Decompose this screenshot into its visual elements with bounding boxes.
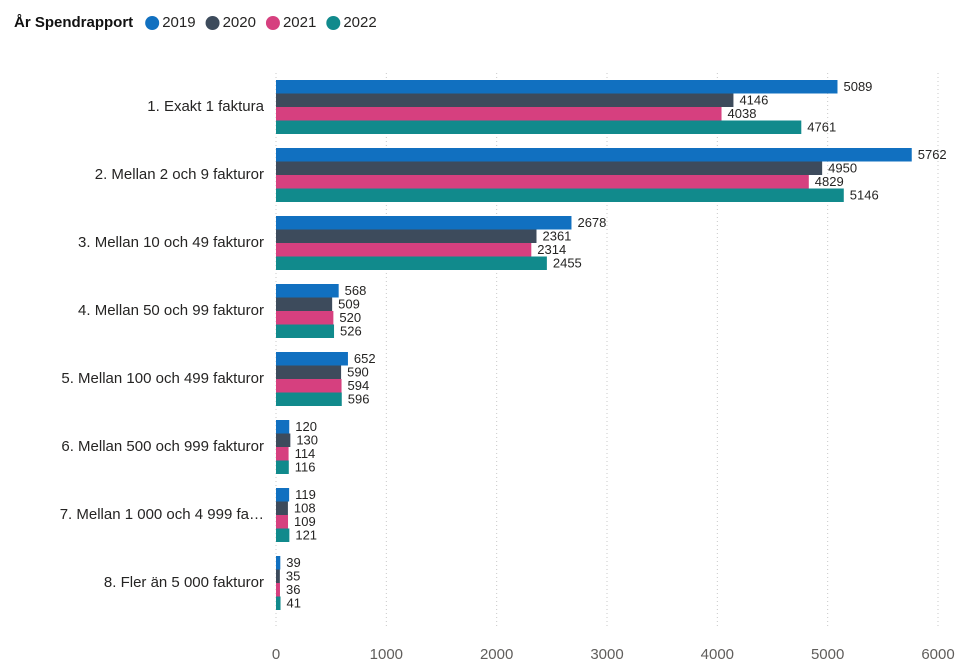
bar (276, 556, 281, 570)
bar (276, 528, 290, 542)
bar (276, 243, 532, 257)
y-tick-label: 5. Mellan 100 och 499 fakturor (61, 370, 264, 387)
legend-label: 2019 (162, 14, 195, 31)
bar (276, 379, 342, 393)
data-label: 2314 (537, 242, 566, 257)
x-tick-label: 2000 (480, 646, 513, 660)
data-label: 5762 (918, 147, 947, 162)
bar (276, 148, 912, 162)
bar (276, 120, 802, 134)
bar (276, 501, 288, 515)
y-tick-label: 3. Mellan 10 och 49 fakturor (78, 234, 264, 251)
bar (276, 311, 334, 325)
x-tick-label: 5000 (811, 646, 844, 660)
y-tick-label: 6. Mellan 500 och 999 fakturor (61, 438, 264, 455)
data-label: 4829 (815, 174, 844, 189)
x-tick-label: 1000 (370, 646, 403, 660)
data-label: 520 (339, 310, 361, 325)
bar (276, 433, 291, 447)
data-label: 4146 (739, 93, 768, 108)
bar (276, 569, 280, 583)
x-tick-label: 6000 (921, 646, 954, 660)
data-label: 526 (340, 324, 362, 339)
data-label: 120 (295, 419, 317, 434)
bar (276, 420, 290, 434)
bar (276, 284, 339, 298)
data-label: 130 (296, 433, 318, 448)
data-label: 2455 (553, 256, 582, 271)
y-tick-label: 2. Mellan 2 och 9 fakturor (95, 166, 264, 183)
bar (276, 447, 289, 461)
data-label: 509 (338, 297, 360, 312)
data-label: 109 (294, 514, 316, 529)
data-label: 41 (287, 596, 301, 611)
data-label: 568 (345, 283, 367, 298)
data-label: 2678 (577, 215, 606, 230)
data-label: 5089 (843, 79, 872, 94)
data-label: 2361 (542, 229, 571, 244)
bar (276, 297, 333, 311)
bar (276, 365, 342, 379)
bar (276, 93, 734, 107)
legend-label: 2020 (223, 14, 256, 31)
data-label: 108 (294, 501, 316, 516)
data-label: 590 (347, 365, 369, 380)
data-label: 39 (286, 555, 300, 570)
legend-label: 2021 (283, 14, 316, 31)
bar (276, 229, 537, 243)
legend-swatch (145, 16, 160, 30)
bar (276, 216, 572, 230)
x-tick-label: 3000 (590, 646, 623, 660)
legend-swatch (205, 16, 220, 30)
bar (276, 352, 348, 366)
legend-swatch (265, 16, 280, 30)
data-label: 116 (295, 460, 316, 475)
x-tick-label: 0 (272, 646, 280, 660)
data-label: 4950 (828, 161, 857, 176)
data-label: 35 (286, 569, 300, 584)
bar (276, 488, 290, 502)
bar (276, 256, 547, 270)
data-label: 5146 (850, 188, 879, 203)
data-label: 114 (295, 446, 316, 461)
y-tick-label: 8. Fler än 5 000 fakturor (104, 574, 264, 591)
data-label: 652 (354, 351, 376, 366)
bar (276, 324, 335, 338)
y-tick-label: 4. Mellan 50 och 99 fakturor (78, 302, 264, 319)
legend-title: År Spendrapport (14, 14, 133, 31)
bar (276, 460, 289, 474)
bar (276, 515, 289, 529)
bar (276, 392, 342, 406)
bar (276, 188, 844, 202)
data-label: 121 (295, 528, 317, 543)
bar (276, 80, 838, 94)
data-label: 119 (295, 487, 316, 502)
legend-swatch (326, 16, 341, 30)
bar (276, 107, 722, 121)
x-tick-label: 4000 (701, 646, 734, 660)
bar (276, 596, 281, 610)
data-label: 36 (286, 582, 300, 597)
bar (276, 161, 823, 175)
data-label: 4761 (807, 120, 836, 135)
bar (276, 583, 280, 597)
y-tick-label: 7. Mellan 1 000 och 4 999 fa… (60, 506, 264, 523)
y-tick-label: 1. Exakt 1 faktura (147, 98, 264, 115)
bar (276, 175, 809, 189)
data-label: 594 (348, 378, 370, 393)
legend-label: 2022 (343, 14, 376, 31)
data-label: 596 (348, 392, 370, 407)
data-label: 4038 (728, 106, 757, 121)
